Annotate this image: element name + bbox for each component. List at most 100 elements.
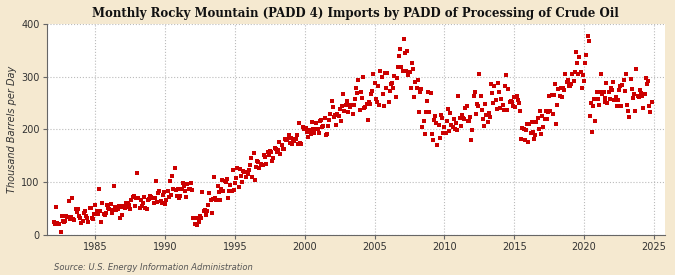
Point — [350, 86, 361, 90]
Point — [308, 127, 319, 131]
Point — [512, 98, 523, 103]
Point — [207, 210, 217, 215]
Point — [404, 69, 415, 74]
Point — [431, 121, 441, 125]
Point — [612, 98, 623, 102]
Point — [256, 163, 267, 168]
Point — [148, 200, 159, 205]
Point — [189, 216, 200, 220]
Point — [620, 72, 631, 76]
Point — [209, 175, 219, 180]
Point — [178, 181, 188, 185]
Point — [246, 156, 256, 160]
Point — [72, 210, 82, 214]
Point — [387, 81, 398, 86]
Point — [585, 101, 596, 105]
Point — [590, 119, 601, 123]
Point — [155, 199, 166, 204]
Point — [197, 190, 208, 194]
Point — [326, 99, 337, 104]
Point — [397, 68, 408, 73]
Point — [154, 189, 165, 193]
Point — [641, 82, 652, 86]
Point — [574, 54, 585, 59]
Point — [124, 203, 134, 207]
Point — [509, 95, 520, 99]
Point — [144, 197, 155, 201]
Point — [305, 132, 316, 136]
Point — [60, 219, 71, 224]
Point — [410, 80, 421, 84]
Point — [334, 107, 345, 111]
Point — [392, 76, 402, 80]
Point — [570, 70, 580, 74]
Point — [119, 206, 130, 210]
Point — [402, 48, 412, 53]
Point — [268, 156, 279, 160]
Point — [395, 47, 406, 51]
Point — [517, 125, 528, 130]
Point — [595, 90, 605, 95]
Point — [63, 199, 74, 204]
Point — [192, 216, 203, 220]
Point — [275, 152, 286, 156]
Point — [231, 176, 242, 180]
Point — [230, 181, 240, 185]
Point — [441, 119, 452, 123]
Point — [443, 129, 454, 133]
Point — [538, 125, 549, 129]
Point — [77, 218, 88, 223]
Point — [346, 103, 357, 107]
Point — [83, 220, 94, 225]
Point — [422, 98, 433, 103]
Point — [294, 121, 304, 125]
Point — [502, 108, 513, 112]
Point — [518, 126, 529, 131]
Point — [440, 131, 451, 135]
Point — [171, 194, 182, 198]
Point — [578, 79, 589, 83]
Point — [337, 104, 348, 108]
Point — [224, 189, 235, 193]
Point — [260, 155, 271, 160]
Point — [645, 109, 656, 114]
Point — [417, 125, 428, 129]
Point — [56, 214, 67, 218]
Point — [551, 122, 562, 126]
Point — [585, 114, 595, 118]
Point — [125, 207, 136, 211]
Point — [274, 139, 285, 144]
Point — [576, 86, 587, 90]
Point — [423, 90, 433, 94]
Point — [411, 86, 422, 90]
Point — [495, 106, 506, 111]
Point — [271, 146, 281, 151]
Point — [456, 112, 467, 117]
Point — [122, 205, 132, 209]
Point — [181, 194, 192, 199]
Point — [522, 122, 533, 127]
Point — [439, 125, 450, 130]
Point — [581, 53, 592, 57]
Point — [161, 198, 172, 202]
Point — [232, 166, 243, 171]
Point — [313, 130, 324, 135]
Point — [173, 196, 184, 200]
Point — [363, 100, 374, 104]
Point — [159, 189, 169, 194]
Point — [115, 216, 126, 220]
Point — [438, 130, 449, 135]
Point — [199, 208, 210, 212]
Point — [255, 162, 266, 166]
Point — [112, 207, 123, 211]
Point — [347, 111, 358, 116]
Point — [263, 153, 274, 158]
Point — [342, 110, 353, 114]
Point — [424, 110, 435, 114]
Point — [580, 61, 591, 65]
Point — [207, 197, 218, 202]
Point — [497, 103, 508, 108]
Point — [618, 78, 629, 82]
Point — [68, 217, 79, 221]
Point — [196, 215, 207, 220]
